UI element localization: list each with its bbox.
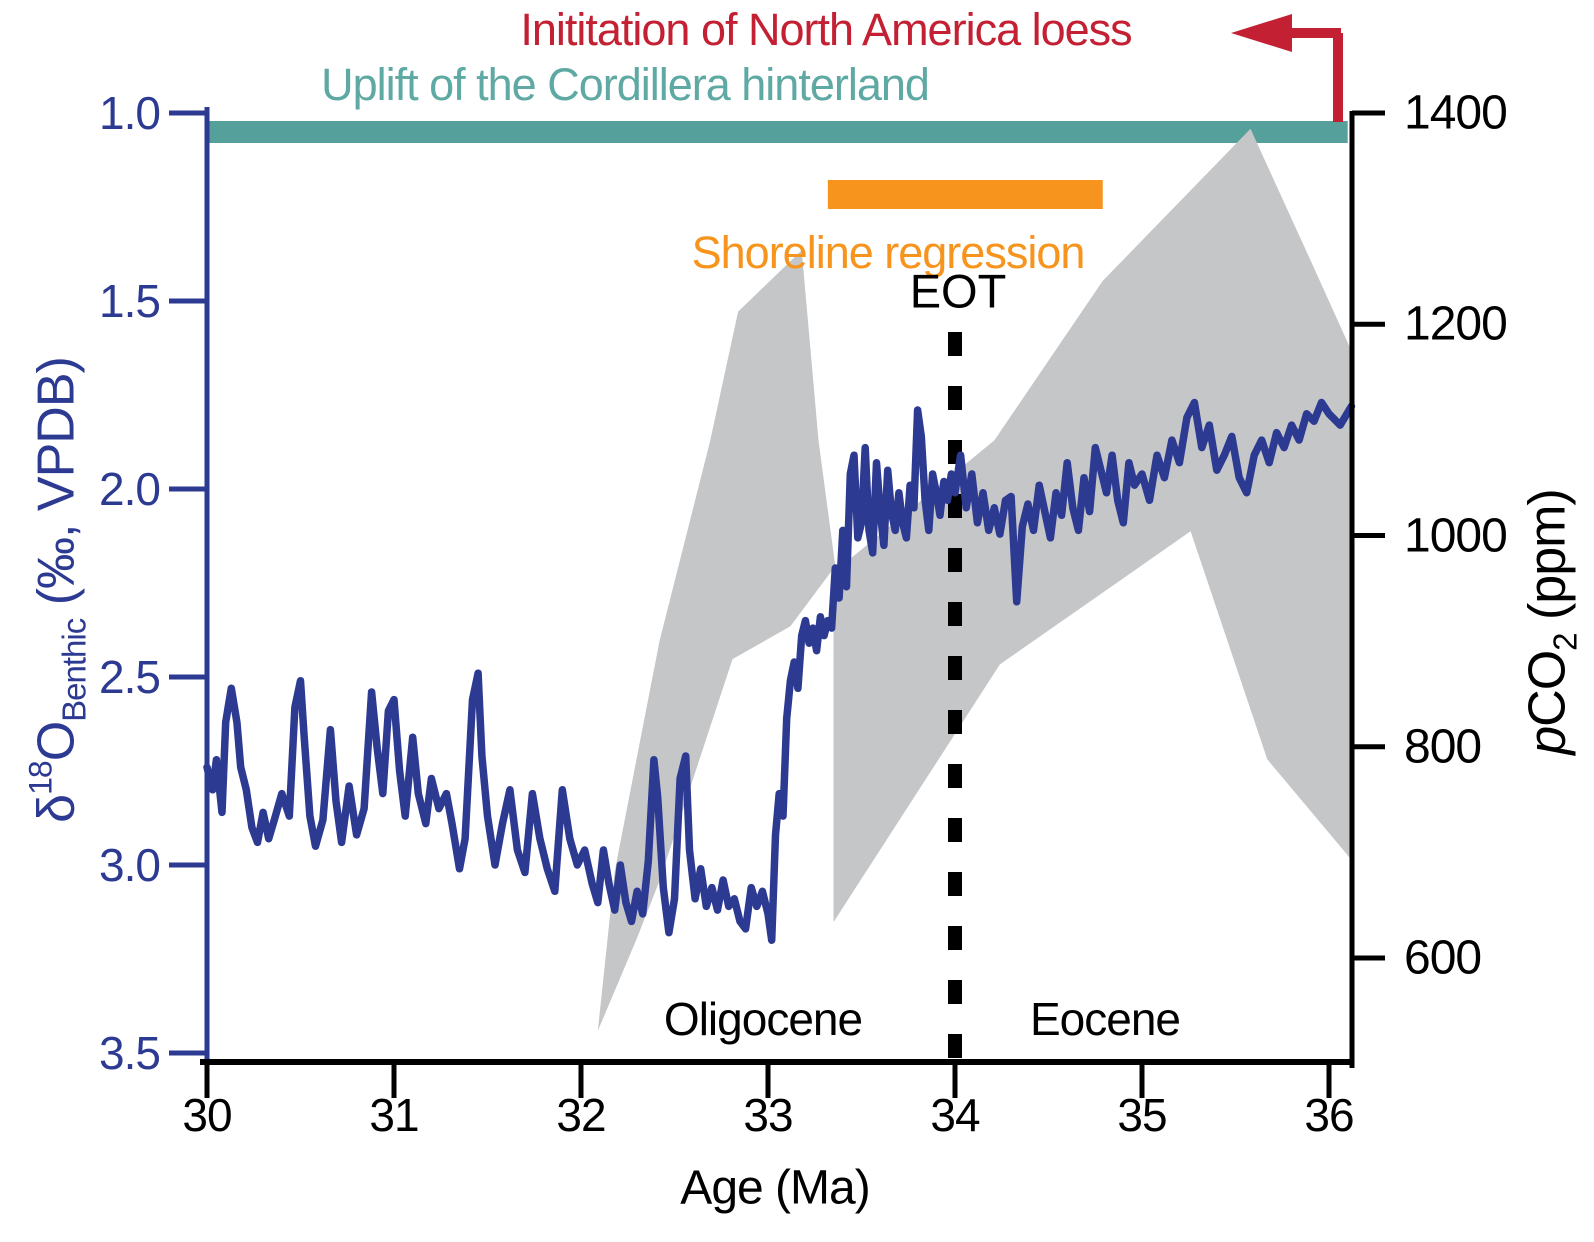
left-tick-label: 3.0 xyxy=(99,839,161,891)
x-axis-title: Age (Ma) xyxy=(680,1161,870,1215)
left-axis-title: δ18OBenthic (‰, VPDB) xyxy=(22,357,93,823)
d18o-curve xyxy=(203,398,1356,944)
left-tick-label: 1.0 xyxy=(99,87,161,139)
x-tick-label: 35 xyxy=(1117,1089,1167,1141)
right-tick-label: 1000 xyxy=(1404,509,1508,562)
left-arrow-icon xyxy=(1231,14,1292,52)
x-tick-label: 31 xyxy=(369,1089,419,1141)
right-tick-label: 800 xyxy=(1404,720,1482,774)
annotation-cordillera-uplift: Uplift of the Cordillera hinterland xyxy=(321,59,930,110)
annotation-loess-initiation: Inititation of North America loess xyxy=(520,4,1132,55)
left-tick-label: 2.5 xyxy=(99,651,161,703)
uplift-bar xyxy=(207,121,1348,143)
pco2-band-2 xyxy=(833,128,1352,923)
left-tick-label: 3.5 xyxy=(99,1027,161,1079)
right-axis-title: pCO2 (ppm) xyxy=(1518,489,1584,755)
annotation-eot: EOT xyxy=(909,264,1007,318)
left-tick-label: 1.5 xyxy=(99,275,161,327)
x-tick-label: 33 xyxy=(743,1089,793,1141)
x-tick-label: 36 xyxy=(1304,1089,1354,1141)
x-tick-label: 32 xyxy=(556,1089,606,1141)
annotation-eocene: Eocene xyxy=(1029,993,1181,1045)
right-tick-label: 1200 xyxy=(1404,297,1508,351)
annotation-shoreline-regression: Shoreline regression xyxy=(691,227,1086,278)
right-tick-label: 600 xyxy=(1404,931,1482,985)
annotation-oligocene: Oligocene xyxy=(663,993,863,1045)
x-tick-label: 34 xyxy=(930,1089,980,1141)
left-tick-label: 2.0 xyxy=(99,463,161,515)
shoreline-bar xyxy=(827,180,1103,209)
x-tick-label: 30 xyxy=(182,1089,232,1141)
right-tick-label: 1400 xyxy=(1404,86,1508,140)
